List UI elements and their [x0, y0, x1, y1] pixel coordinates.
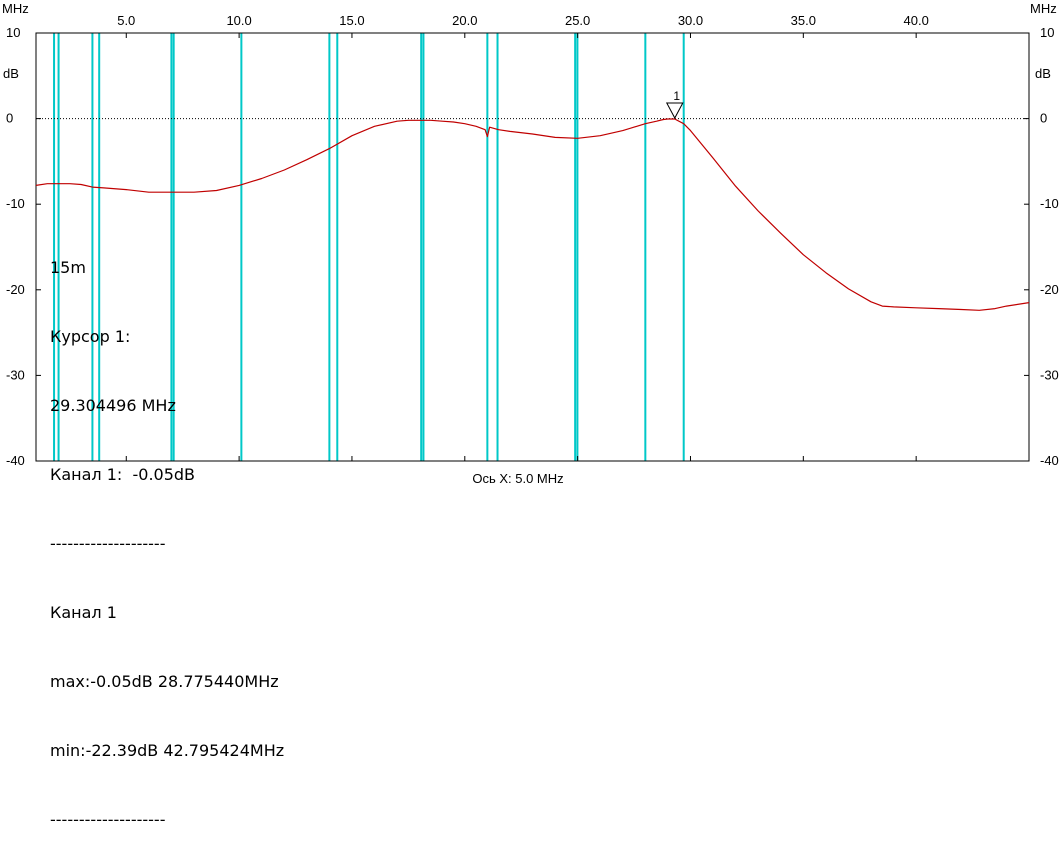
- channel-max: max:-0.05dB 28.775440MHz: [50, 672, 279, 691]
- cursor-title: Курсор 1:: [50, 327, 131, 346]
- channel-min: min:-22.39dB 42.795424MHz: [50, 741, 285, 760]
- x-tick-label: 25.0: [565, 13, 590, 28]
- plot-border: [35, 32, 1030, 462]
- x-tick-label: 20.0: [452, 13, 477, 28]
- x-tick-label: 40.0: [904, 13, 929, 28]
- cursor-info-panel: 15m Курсор 1: 29.304496 MHz Канал 1: -0.…: [50, 210, 284, 854]
- cursor-frequency: 29.304496 MHz: [50, 396, 176, 415]
- y-tick-label-left: 0: [6, 111, 13, 126]
- y-unit-label-left: dB: [3, 66, 19, 81]
- x-unit-label: MHz: [2, 1, 29, 16]
- y-tick-label-left: -40: [6, 453, 25, 468]
- y-tick-label-left: -30: [6, 367, 25, 382]
- y-tick-label-left: 10: [6, 25, 20, 40]
- cursor-channel-value: Канал 1: -0.05dB: [50, 465, 196, 484]
- response-chart: 5.0 10.0 15.0 20.0 25.0 30.0 35.0 40.0 100-10-2…: [2, 1, 1059, 486]
- y-tick-label-left: -20: [6, 282, 25, 297]
- separator-2: --------------------: [50, 810, 166, 829]
- y-tick-label-right: 10: [1040, 25, 1054, 40]
- y-tick-label-right: -30: [1040, 367, 1059, 382]
- y-axis-right-ticks: 10 0 -10 -20 -30 -40: [1024, 25, 1059, 468]
- channel-1-trace: [35, 118, 1030, 311]
- x-tick-label: 35.0: [791, 13, 816, 28]
- band-name: 15m: [50, 258, 86, 277]
- y-axis-left-ticks: 10 0 -10 -20 -30 -40: [6, 25, 41, 468]
- trace-group: [35, 118, 1030, 311]
- channel-title: Канал 1: [50, 603, 117, 622]
- x-axis-title: Ось X: 5.0 MHz: [472, 471, 563, 486]
- y-tick-label-left: -10: [6, 196, 25, 211]
- x-tick-label: 15.0: [339, 13, 364, 28]
- x-tick-label: 5.0: [117, 13, 135, 28]
- cursor-marker-group: 1: [665, 89, 684, 120]
- cursor-marker-label: 1: [673, 89, 680, 103]
- separator-1: --------------------: [50, 534, 166, 553]
- x-unit-label-right: MHz: [1030, 1, 1057, 16]
- band-marker-lines: [53, 33, 685, 461]
- y-tick-label-right: -40: [1040, 453, 1059, 468]
- y-tick-label-right: -10: [1040, 196, 1059, 211]
- y-unit-label-right: dB: [1035, 66, 1051, 81]
- y-tick-label-right: 0: [1040, 111, 1047, 126]
- cursor-marker-triangle: [665, 102, 684, 120]
- x-axis-ticks: 5.0 10.0 15.0 20.0 25.0 30.0 35.0 40.0: [117, 13, 929, 461]
- y-tick-label-right: -20: [1040, 282, 1059, 297]
- x-tick-label: 10.0: [226, 13, 251, 28]
- plot-frame: [35, 32, 1030, 462]
- x-tick-label: 30.0: [678, 13, 703, 28]
